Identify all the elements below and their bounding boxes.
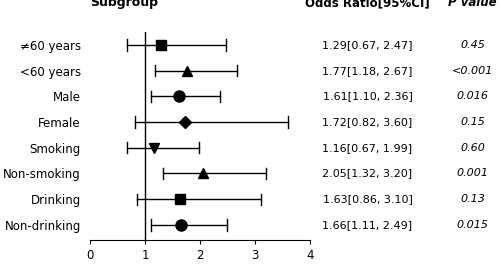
Text: 0.016: 0.016 <box>456 91 488 101</box>
Text: 0.45: 0.45 <box>460 40 485 50</box>
Text: 2.05[1.32, 3.20]: 2.05[1.32, 3.20] <box>322 168 412 178</box>
Text: 0.001: 0.001 <box>456 168 488 178</box>
Text: P value: P value <box>448 0 497 9</box>
Text: 0.15: 0.15 <box>460 117 485 127</box>
Text: Odds Ratio[95%CI]: Odds Ratio[95%CI] <box>305 0 430 9</box>
Text: 1.66[1.11, 2.49]: 1.66[1.11, 2.49] <box>322 220 412 230</box>
Text: 1.77[1.18, 2.67]: 1.77[1.18, 2.67] <box>322 66 412 76</box>
Text: <0.001: <0.001 <box>452 66 493 76</box>
Text: Subgroup: Subgroup <box>90 0 158 9</box>
Text: 1.61[1.10, 2.36]: 1.61[1.10, 2.36] <box>322 91 412 101</box>
Text: 0.13: 0.13 <box>460 194 485 204</box>
Text: 1.29[0.67, 2.47]: 1.29[0.67, 2.47] <box>322 40 413 50</box>
Text: 1.16[0.67, 1.99]: 1.16[0.67, 1.99] <box>322 143 412 153</box>
Text: 0.60: 0.60 <box>460 143 485 153</box>
Text: 1.72[0.82, 3.60]: 1.72[0.82, 3.60] <box>322 117 412 127</box>
Text: 0.015: 0.015 <box>456 220 488 230</box>
Text: 1.63[0.86, 3.10]: 1.63[0.86, 3.10] <box>322 194 412 204</box>
